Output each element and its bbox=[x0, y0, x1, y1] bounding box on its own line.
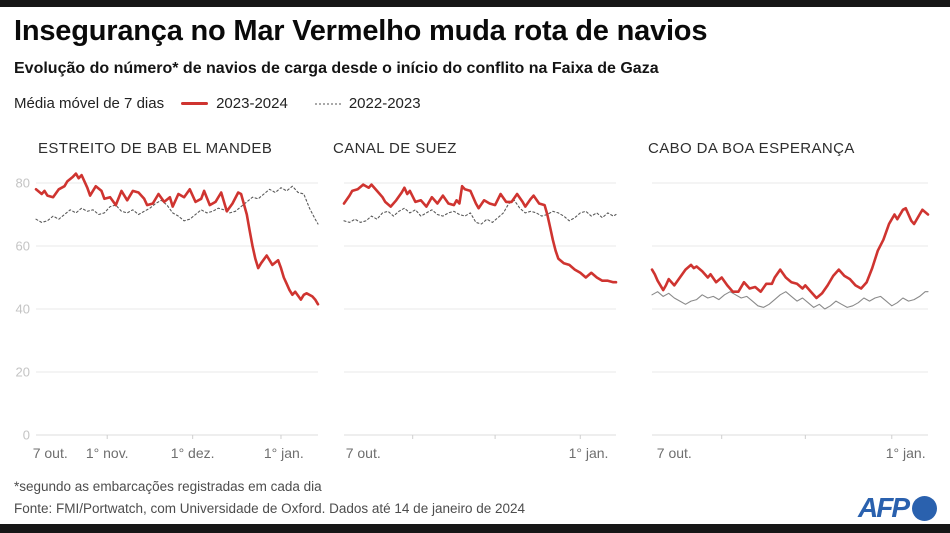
x-tick-label: 7 out. bbox=[33, 445, 68, 461]
chart-title-bab-el-mandeb: ESTREITO DE BAB EL MANDEB bbox=[38, 140, 273, 157]
top-border-bar bbox=[0, 0, 950, 7]
x-tick-label: 7 out. bbox=[657, 445, 692, 461]
x-tick-label: 1° nov. bbox=[86, 445, 129, 461]
y-tick-label: 40 bbox=[16, 302, 30, 317]
legend-swatch-2022-2023 bbox=[314, 102, 341, 105]
legend-swatch-2023-2024 bbox=[181, 102, 209, 105]
series-line-2022-2023 bbox=[35, 185, 319, 225]
afp-logo-text: AFP bbox=[858, 492, 910, 523]
series-line-2023-2024 bbox=[34, 172, 320, 306]
series-line-2023-2024 bbox=[650, 206, 930, 300]
bottom-border-bar bbox=[0, 524, 950, 533]
x-tick-label: 7 out. bbox=[346, 445, 381, 461]
line-charts-canvas: 0 20 40 60 80 7 out. 1° nov. 1° dez. 1° jan. 7 ou… bbox=[16, 172, 930, 461]
chart-title-canal-de-suez: CANAL DE SUEZ bbox=[333, 140, 457, 157]
chart-title-cabo-boa-esperanca: CABO DA BOA ESPERANÇA bbox=[648, 140, 855, 157]
x-tick-label: 1° jan. bbox=[886, 445, 926, 461]
afp-logo: AFP bbox=[858, 492, 937, 524]
series-line-2022-2023 bbox=[343, 199, 617, 225]
page-title: Insegurança no Mar Vermelho muda rota de… bbox=[14, 15, 708, 47]
y-tick-label: 0 bbox=[23, 428, 30, 443]
legend-item-2023-2024: 2023-2024 bbox=[216, 95, 288, 112]
legend-item-2022-2023: 2022-2023 bbox=[348, 95, 421, 112]
y-tick-label: 80 bbox=[16, 176, 30, 191]
source-line: Fonte: FMI/Portwatch, com Universidade d… bbox=[14, 501, 526, 516]
series-line-2023-2024 bbox=[342, 183, 618, 284]
x-tick-label: 1° dez. bbox=[171, 445, 215, 461]
footnote: *segundo as embarcações registradas em c… bbox=[14, 479, 322, 494]
page-subtitle: Evolução do número* de navios de carga d… bbox=[14, 60, 659, 77]
series-line-2022-2023 bbox=[651, 291, 929, 310]
legend-label: Média móvel de 7 dias bbox=[14, 95, 165, 112]
x-tick-label: 1° jan. bbox=[569, 445, 609, 461]
y-tick-label: 60 bbox=[16, 239, 30, 254]
afp-logo-circle-icon bbox=[912, 495, 937, 521]
x-tick-label: 1° jan. bbox=[264, 445, 304, 461]
legend: Média móvel de 7 dias 2023-2024 2022-202… bbox=[14, 95, 448, 112]
y-tick-label: 20 bbox=[16, 365, 30, 380]
